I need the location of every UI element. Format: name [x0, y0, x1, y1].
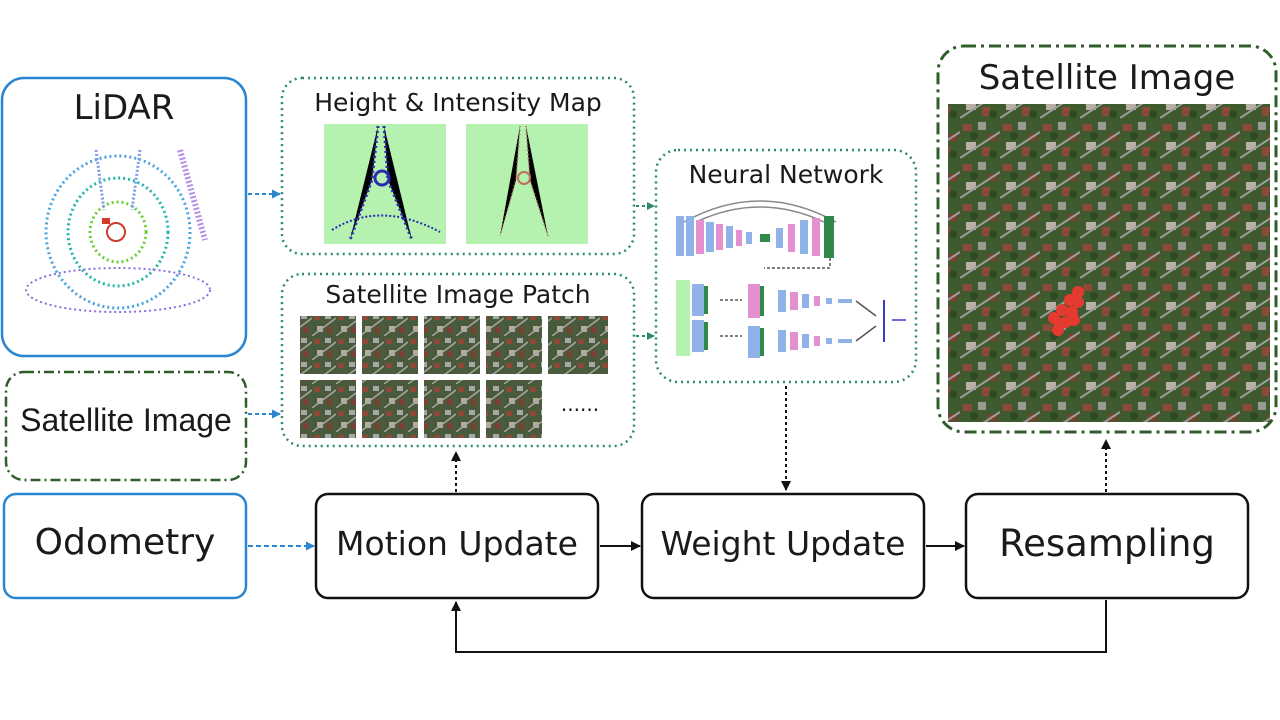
odometry-label: Odometry [34, 522, 216, 563]
height-map-title: Height & Intensity Map [314, 88, 602, 117]
satellite-input-label: Satellite Image [20, 402, 232, 438]
odometry-box [2, 492, 248, 600]
resampling-box [964, 492, 1250, 600]
lidar-title: LiDAR [73, 88, 175, 128]
arrow-resampling-feedback [451, 600, 1107, 653]
neural-network-title: Neural Network [688, 160, 884, 189]
satellite-input-box [4, 370, 248, 482]
neural-network-box [654, 148, 918, 384]
satellite-output-title: Satellite Image [978, 58, 1236, 98]
motion-update-label: Motion Update [336, 524, 578, 563]
height-map-points [331, 125, 441, 241]
patch-ellipsis: ...... [560, 392, 600, 416]
satellite-output-image [948, 104, 1270, 422]
lidar-point-cloud [25, 149, 211, 313]
motion-update-box [314, 492, 600, 600]
intensity-map-points [499, 125, 549, 237]
lidar-box [0, 76, 248, 358]
weight-update-label: Weight Update [660, 524, 906, 563]
network-architecture [676, 200, 906, 358]
particle-cloud [1048, 286, 1084, 336]
resampling-label: Resampling [999, 522, 1215, 565]
patch-title: Satellite Image Patch [325, 280, 591, 309]
weight-update-box [640, 492, 926, 600]
patch-grid [300, 316, 608, 438]
